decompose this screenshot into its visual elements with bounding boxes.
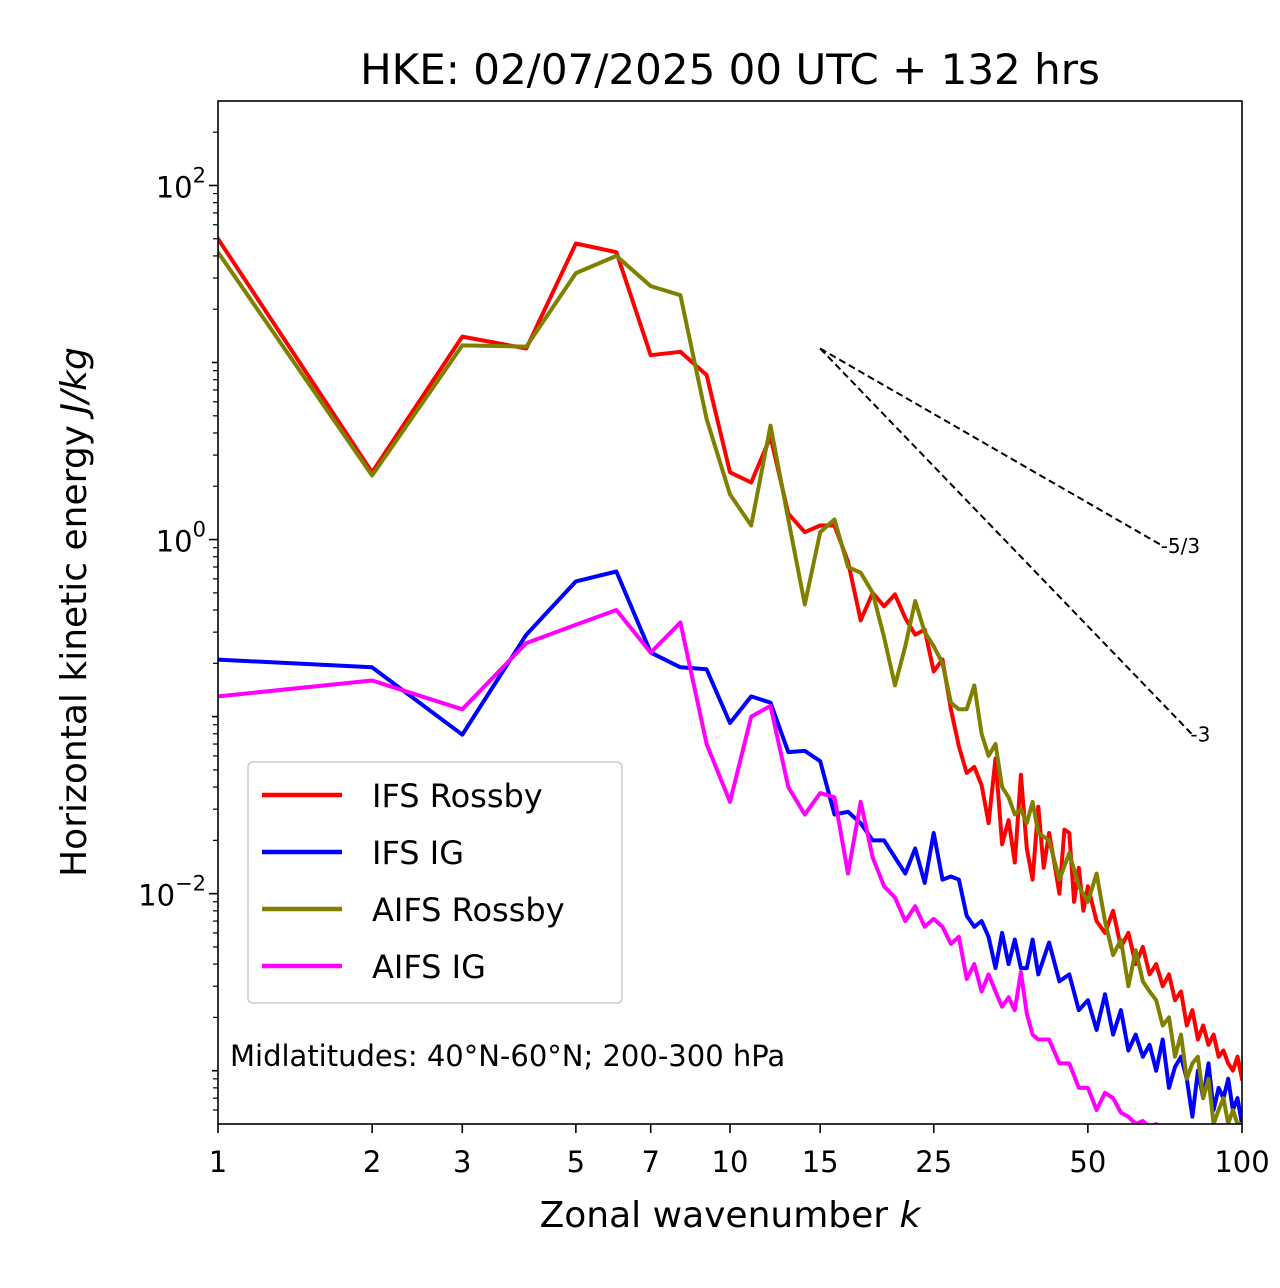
x-tick-label: 50 [1069,1145,1106,1179]
x-tick-label: 5 [567,1145,585,1179]
y-tick-label: 10 [156,170,193,204]
chart-title: HKE: 02/07/2025 00 UTC + 132 hrs [360,45,1100,94]
series-layer [218,236,1242,1124]
reference-slope-label-0: -5/3 [1161,534,1200,558]
x-tick-label: 3 [453,1145,471,1179]
x-tick-label: 1 [209,1145,227,1179]
x-tick-label: 2 [363,1145,381,1179]
x-axis-label-variable: k [900,1195,923,1236]
legend-label-0: IFS Rossby [372,777,543,815]
legend-label-2: AIFS Rossby [372,891,565,929]
series-line-2 [218,249,1242,1124]
y-axis-label-text: Horizontal kinetic energy [54,425,95,877]
legend-box [247,761,623,1004]
y-tick-exponent: 0 [193,518,206,542]
y-axis-label: Horizontal kinetic energy J/kg [54,347,95,877]
y-tick-label: 10 [156,525,193,559]
legend-label-1: IFS IG [372,834,464,872]
y-axis-label-unit: J/kg [54,347,95,419]
series-line-0 [218,236,1242,1082]
reference-slope-label-1: -3 [1190,723,1210,747]
y-tick-label: 10 [138,879,175,913]
x-tick-label: 15 [802,1145,839,1179]
y-tick-exponent: 2 [193,163,206,187]
x-axis-label: Zonal wavenumber k [540,1195,923,1236]
region-annotation: Midlatitudes: 40°N-60°N; 200-300 hPa [230,1039,785,1073]
series-line-3 [218,608,1159,1124]
reference-slope-line-1 [819,347,1194,736]
legend: IFS Rossby IFS IG AIFS Rossby AIFS IG [247,761,623,1004]
x-tick-label: 7 [641,1145,659,1179]
y-tick-exponent: −2 [175,872,206,896]
x-axis-label-text: Zonal wavenumber [540,1195,889,1236]
x-tick-label: 25 [915,1145,952,1179]
x-tick-label: 100 [1214,1145,1269,1179]
x-tick-label: 10 [712,1145,749,1179]
reference-slope-layer: -5/3 -3 [819,347,1210,747]
legend-label-3: AIFS IG [372,948,486,986]
reference-slope-line-0 [819,347,1164,547]
